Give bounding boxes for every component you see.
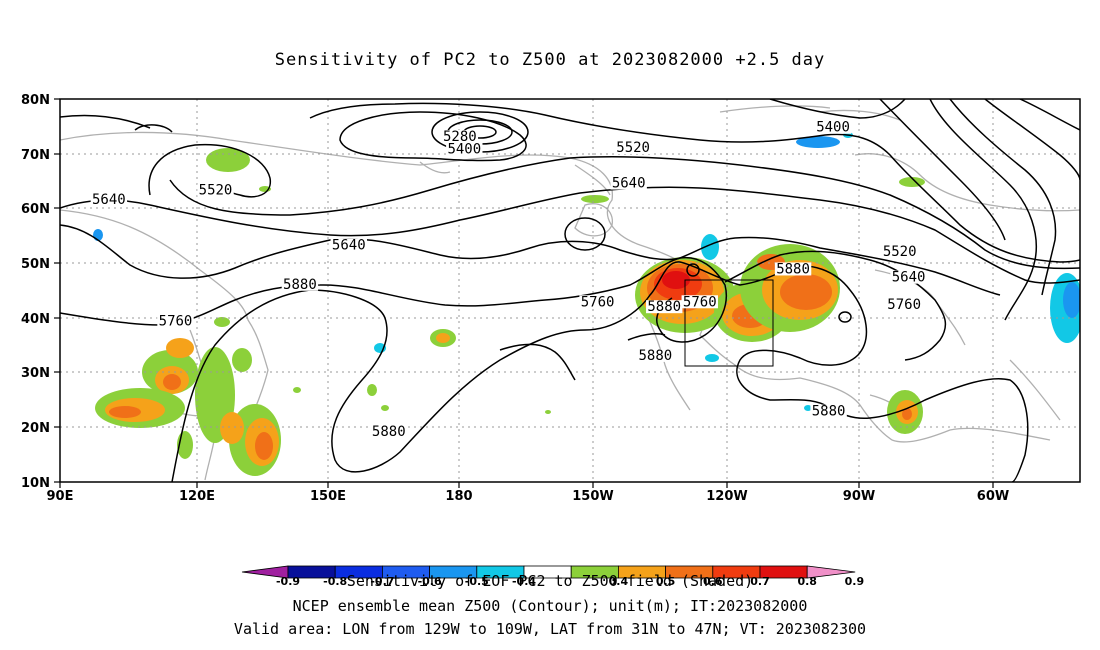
lon-label-120w: 120W: [706, 489, 747, 504]
contour-label-bg: [579, 295, 616, 309]
lon-label-150e: 150E: [310, 489, 346, 504]
contour-label: 5880: [638, 348, 672, 364]
contour-label-bg: [157, 314, 194, 328]
colorbar-tick-labels: -0.9 -0.8 -0.7 -0.6 -0.5 -0.4 0.4 0.5 0.6 0.7 0.8 0…: [276, 575, 864, 588]
contour-label-bg: [197, 183, 234, 197]
caption-line-3: Valid area: LON from 129W to 109W, LAT f…: [233, 620, 867, 638]
colorbar-tick-label: -0.6: [418, 575, 442, 588]
valid-area-box: [684, 279, 774, 367]
contour-label: 5400: [447, 142, 481, 158]
caption-line-1: Sensitivity of EOF PC2 to Z500 field (Sh…: [346, 572, 754, 590]
lon-label-180: 180: [445, 489, 472, 504]
colorbar-tick-label: -0.8: [323, 575, 347, 588]
contour-label: 5760: [887, 297, 921, 313]
contour-label-bg: [330, 238, 367, 252]
contour-label-bg: [885, 298, 923, 312]
z500-contours: [60, 99, 1080, 482]
contour-labels: 5280540054005520552055205640564056405640…: [90, 120, 927, 440]
contour-label-bg: [281, 277, 319, 291]
colorbar-tick-label: 0.7: [750, 575, 770, 588]
contour-label: 5640: [892, 270, 926, 286]
contour-label: 5640: [612, 176, 646, 192]
lat-label-70n: 70N: [21, 148, 50, 163]
lat-label-80n: 80N: [21, 93, 50, 108]
contour-label: 5520: [616, 140, 650, 156]
lon-label-60w: 60W: [977, 489, 1009, 504]
lat-label-20n: 20N: [21, 421, 50, 436]
lat-label-10n: 10N: [21, 476, 50, 491]
caption-line-2: NCEP ensemble mean Z500 (Contour); unit(…: [292, 597, 808, 615]
contour-label: 5880: [812, 404, 846, 420]
contour-label: 5760: [581, 294, 615, 310]
contour-label: 5760: [683, 294, 717, 310]
contour-label: 5400: [816, 120, 850, 136]
colorbar-tick-label: -0.9: [276, 575, 300, 588]
lat-label-30n: 30N: [21, 366, 50, 381]
colorbar-tick-label: 0.9: [845, 575, 865, 588]
contour-label: 5880: [647, 299, 681, 315]
contour-label-bg: [441, 130, 479, 144]
contour-label-bg: [881, 244, 918, 258]
lon-label-90e: 90E: [47, 489, 74, 504]
contour-label: 5520: [199, 183, 233, 199]
contour-label-bg: [370, 424, 407, 438]
contour-label-bg: [810, 404, 847, 418]
lon-label-120e: 120E: [179, 489, 215, 504]
colorbar-tick-label: 0.6: [703, 575, 723, 588]
contour-label-bg: [890, 270, 927, 284]
lat-label-50n: 50N: [21, 257, 50, 272]
colorbar-tick-label: -0.4: [512, 575, 536, 588]
contour-label: 5640: [92, 192, 126, 208]
sensitivity-shading: [93, 132, 1080, 476]
contour-label: 5280: [443, 129, 477, 145]
colorbar-tick-label: -0.5: [465, 575, 489, 588]
map-title: Sensitivity of PC2 to Z500 at 2023082000…: [274, 50, 826, 70]
colorbar: [241, 565, 856, 579]
colorbar-tick-label: 0.4: [609, 575, 629, 588]
contour-label: 5520: [883, 244, 917, 260]
lat-label-40n: 40N: [21, 312, 50, 327]
contour-label-bg: [90, 192, 128, 206]
lon-label-90w: 90W: [843, 489, 875, 504]
contour-label: 5640: [332, 237, 366, 253]
contour-label-bg: [814, 120, 852, 134]
lat-label-60n: 60N: [21, 202, 50, 217]
contour-label-bg: [681, 295, 718, 309]
colorbar-high-arrow: [806, 565, 856, 579]
contour-label-bg: [646, 300, 683, 314]
contour-label: 5760: [159, 313, 193, 329]
map-frame: [59, 98, 1081, 483]
contour-label-bg: [774, 262, 812, 276]
contour-label: 5880: [372, 424, 406, 440]
lon-label-150w: 150W: [572, 489, 613, 504]
colorbar-tick-label: 0.5: [656, 575, 676, 588]
contour-label-bg: [610, 176, 647, 190]
colorbar-tick-label: -0.7: [370, 575, 394, 588]
contour-label-bg: [637, 348, 674, 362]
contour-label: 5880: [776, 261, 810, 277]
contour-label-bg: [446, 142, 483, 156]
contour-label-bg: [614, 140, 652, 154]
contour-label: 5880: [283, 277, 317, 293]
colorbar-tick-label: 0.8: [797, 575, 817, 588]
